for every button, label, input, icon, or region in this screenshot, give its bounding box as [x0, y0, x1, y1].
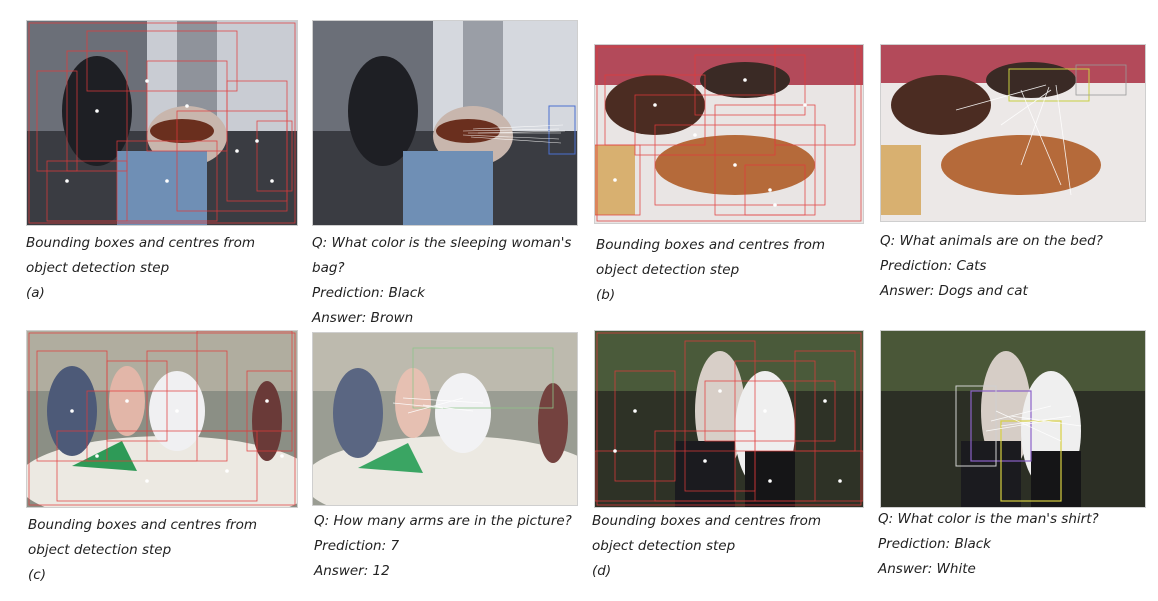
- photo-b-detection: [594, 44, 864, 224]
- panel-label: (b): [596, 287, 616, 303]
- caption-line: object detection step: [596, 262, 740, 278]
- caption-line: object detection step: [28, 542, 172, 558]
- question-text: Q: How many arms are in the picture?: [314, 513, 572, 529]
- question-text: Q: What color is the man's shirt?: [878, 511, 1099, 527]
- answer-text: Answer: White: [878, 561, 976, 577]
- prediction-text: Prediction: Cats: [880, 258, 987, 274]
- caption-a-qa: Q: What color is the sleeping woman's ba…: [312, 231, 571, 331]
- photo-d-attention: [880, 330, 1146, 508]
- prediction-text: Prediction: Black: [878, 536, 991, 552]
- photo-a-attention: [312, 20, 578, 226]
- photo-c-detection: [26, 330, 298, 508]
- caption-c-qa: Q: How many arms are in the picture? Pre…: [314, 509, 572, 584]
- caption-d-detection: Bounding boxes and centres from object d…: [592, 509, 821, 584]
- question-text-cont: bag?: [312, 260, 345, 276]
- answer-text: Answer: Brown: [312, 310, 414, 326]
- caption-c-detection: Bounding boxes and centres from object d…: [28, 513, 257, 588]
- photo-a-detection: [26, 20, 298, 226]
- caption-a-detection: Bounding boxes and centres from object d…: [26, 231, 255, 306]
- panel-label: (c): [28, 567, 46, 583]
- caption-line: Bounding boxes and centres from: [592, 513, 821, 529]
- question-text: Q: What color is the sleeping woman's: [312, 235, 572, 251]
- caption-b-qa: Q: What animals are on the bed? Predicti…: [880, 229, 1103, 304]
- photo-d-detection: [594, 330, 864, 508]
- prediction-text: Prediction: 7: [314, 538, 400, 554]
- answer-text: Answer: 12: [314, 563, 390, 579]
- caption-b-detection: Bounding boxes and centres from object d…: [596, 233, 825, 308]
- photo-b-attention: [880, 44, 1146, 222]
- caption-line: Bounding boxes and centres from: [28, 517, 257, 533]
- photo-c-attention: [312, 332, 578, 506]
- caption-line: Bounding boxes and centres from: [596, 237, 825, 253]
- prediction-text: Prediction: Black: [312, 285, 425, 301]
- caption-line: object detection step: [592, 538, 736, 554]
- caption-d-qa: Q: What color is the man's shirt? Predic…: [878, 507, 1099, 582]
- answer-text: Answer: Dogs and cat: [880, 283, 1028, 299]
- question-text: Q: What animals are on the bed?: [880, 233, 1103, 249]
- caption-line: object detection step: [26, 260, 170, 276]
- panel-label: (d): [592, 563, 612, 579]
- caption-line: Bounding boxes and centres from: [26, 235, 255, 251]
- panel-label: (a): [26, 285, 45, 301]
